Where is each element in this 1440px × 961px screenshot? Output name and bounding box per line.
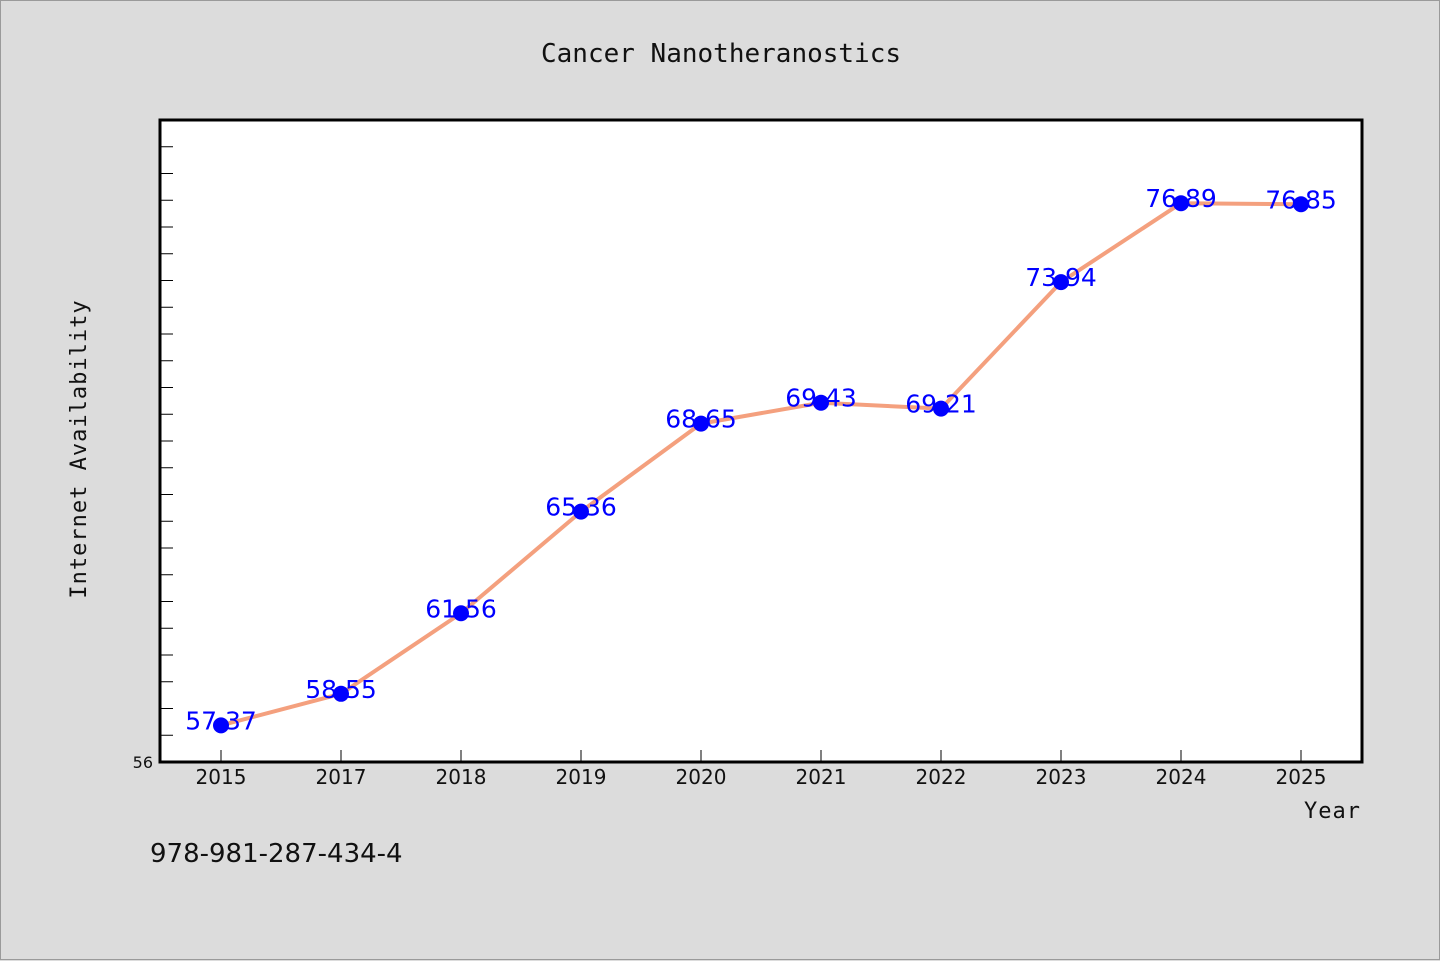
series-markers (213, 195, 1309, 734)
y-tick-label-min: 56 (133, 753, 153, 772)
data-point (333, 685, 349, 702)
data-label: 68.65 (665, 405, 737, 434)
data-label: 73.94 (1025, 263, 1097, 292)
data-label: 76.85 (1265, 185, 1337, 214)
x-tick-label: 2017 (316, 765, 367, 789)
data-point (573, 503, 589, 520)
x-tick-label: 2024 (1156, 765, 1207, 789)
data-point (453, 605, 469, 622)
x-tick-label: 2018 (436, 765, 487, 789)
y-axis-ticks (160, 146, 173, 736)
x-tick-label: 2023 (1036, 765, 1087, 789)
x-tick-label: 2019 (556, 765, 607, 789)
x-tick-label: 2015 (196, 765, 247, 789)
data-point (813, 394, 829, 411)
x-axis-ticks (220, 750, 1302, 762)
data-point (933, 400, 949, 417)
data-point (1173, 195, 1189, 212)
data-point (1053, 274, 1069, 291)
data-labels: 57.37 58.55 61.56 65.36 68.65 69.43 69.21 73.94… (185, 184, 1337, 735)
data-label: 76.89 (1145, 184, 1217, 213)
data-label: 58.55 (305, 675, 377, 704)
series-line (220, 201, 1302, 728)
x-tick-label: 2022 (916, 765, 967, 789)
data-label: 69.43 (785, 384, 857, 413)
data-label: 65.36 (545, 493, 617, 522)
isbn-text: 978-981-287-434-4 (150, 839, 403, 869)
chart-title: Cancer Nanotheranostics (541, 39, 901, 69)
data-point (213, 717, 229, 734)
data-label: 57.37 (185, 706, 257, 735)
y-axis-label: Internet Availability (67, 299, 92, 598)
x-axis-tick-labels: 2015 2017 2018 2019 2020 2021 2022 2023 2024 2025 (196, 765, 1327, 789)
x-tick-label: 2025 (1276, 765, 1327, 789)
x-axis-label: Year (1304, 799, 1361, 824)
data-point (693, 415, 709, 432)
x-tick-label: 2021 (796, 765, 847, 789)
data-label: 69.21 (905, 390, 977, 419)
x-tick-label: 2020 (676, 765, 727, 789)
plot-area (158, 118, 1364, 764)
data-label: 61.56 (425, 594, 497, 623)
data-point (1293, 196, 1309, 213)
